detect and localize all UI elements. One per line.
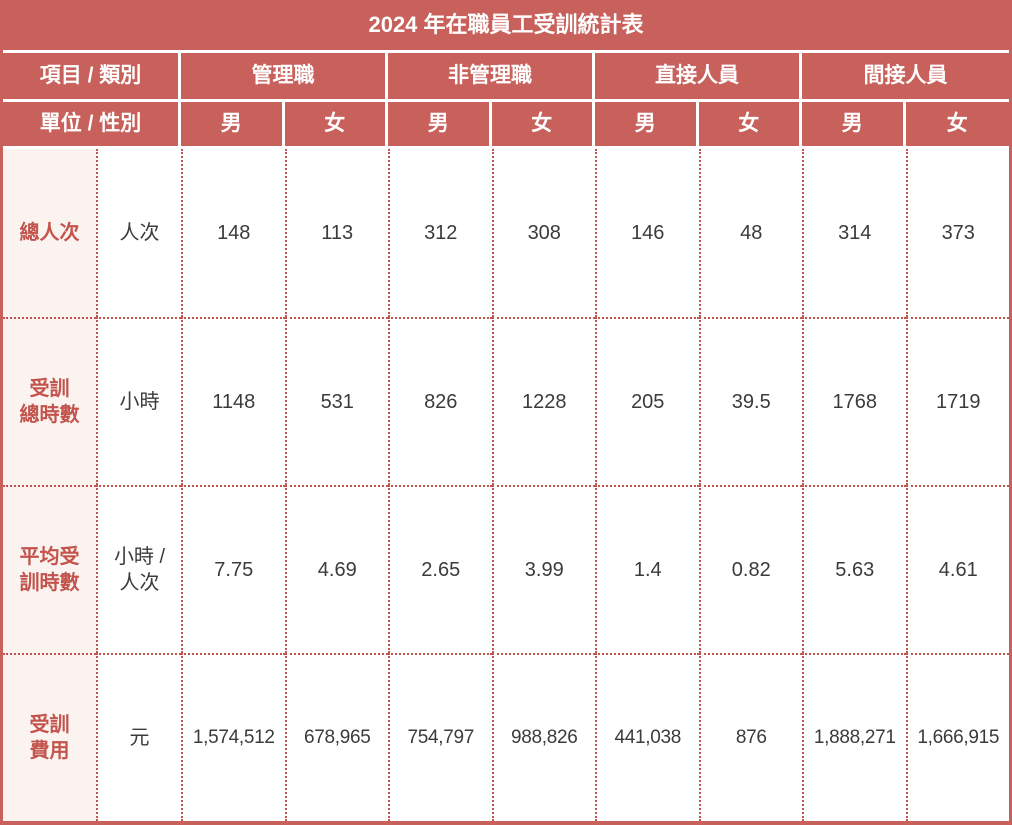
table-cell-value: 0.82: [698, 485, 802, 653]
table-cell-value: 308: [491, 149, 596, 317]
table-cell-value: 7.75: [181, 485, 285, 653]
row-label-training-cost: 受訓 費用: [3, 653, 96, 821]
header-gender-cell: 男: [388, 102, 492, 149]
table-cell-value: 312: [388, 149, 492, 317]
header-group-direct-staff: 直接人員: [595, 53, 802, 102]
table-cell-value: 4.61: [905, 485, 1009, 653]
header-group-non-management: 非管理職: [388, 53, 595, 102]
table-cell-value: 531: [284, 317, 388, 485]
row-unit: 小時 / 人次: [96, 485, 181, 653]
table-cell-value: 1148: [181, 317, 285, 485]
table-cell-value: 314: [802, 149, 906, 317]
table-cell-value: 826: [388, 317, 492, 485]
row-label-total-hours: 受訓 總時數: [3, 317, 96, 485]
table-cell-value: 1.4: [595, 485, 699, 653]
table-cell-value: 3.99: [491, 485, 595, 653]
table-cell-value: 148: [181, 149, 285, 317]
header-gender-cell: 女: [905, 102, 1009, 149]
table-cell-value: 1,888,271: [802, 653, 906, 821]
row-label-avg-hours: 平均受 訓時數: [3, 485, 96, 653]
table-cell-value: 5.63: [802, 485, 906, 653]
table-cell-value: 1,574,512: [181, 653, 285, 821]
table-cell-value: 4.69: [284, 485, 388, 653]
table-cell-value: 146: [595, 149, 699, 317]
table-cell-value: 876: [698, 653, 802, 821]
table-cell-value: 1768: [802, 317, 906, 485]
header-unit-gender: 單位 / 性別: [3, 102, 181, 149]
header-gender-cell: 男: [181, 102, 285, 149]
row-unit: 小時: [96, 317, 181, 485]
header-group-management: 管理職: [181, 53, 388, 102]
header-gender-cell: 男: [802, 102, 906, 149]
row-label-total-count: 總人次: [3, 149, 96, 317]
table-cell-value: 988,826: [491, 653, 595, 821]
header-gender-cell: 男: [595, 102, 699, 149]
row-unit: 人次: [96, 149, 181, 317]
table-cell-value: 48: [698, 149, 803, 317]
table-cell-value: 113: [284, 149, 389, 317]
row-unit: 元: [96, 653, 181, 821]
header-item-category: 項目 / 類別: [3, 53, 181, 102]
table-cell-value: 205: [595, 317, 699, 485]
table-title: 2024 年在職員工受訓統計表: [3, 0, 1009, 53]
table-cell-value: 754,797: [388, 653, 492, 821]
table-cell-value: 2.65: [388, 485, 492, 653]
header-group-indirect-staff: 間接人員: [802, 53, 1009, 102]
table-cell-value: 373: [905, 149, 1010, 317]
table-cell-value: 1,666,915: [905, 653, 1009, 821]
table-cell-value: 1228: [491, 317, 595, 485]
header-gender-cell: 女: [698, 102, 802, 149]
header-gender-cell: 女: [284, 102, 388, 149]
table-cell-value: 441,038: [595, 653, 699, 821]
table-cell-value: 678,965: [284, 653, 388, 821]
table-cell-value: 39.5: [698, 317, 802, 485]
table-cell-value: 1719: [905, 317, 1009, 485]
header-gender-cell: 女: [491, 102, 595, 149]
